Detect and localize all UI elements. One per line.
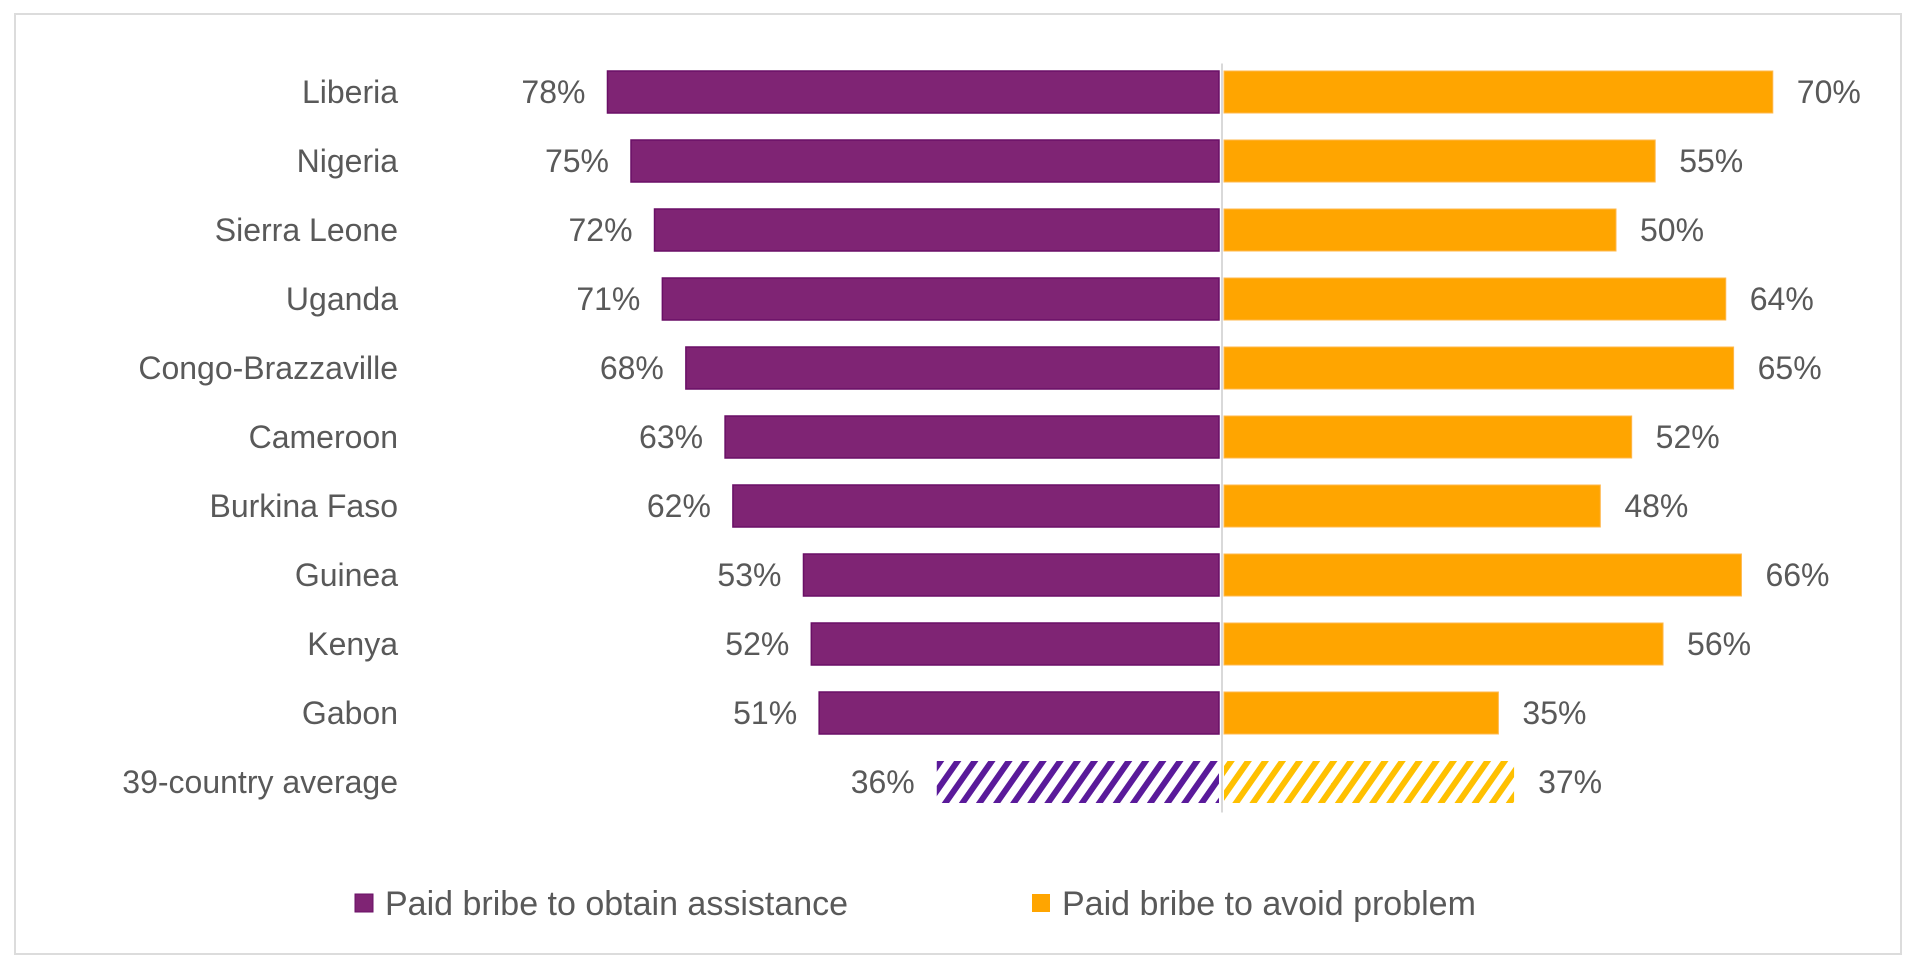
legend-swatch-avoid-problem (1032, 894, 1050, 912)
legend-swatch-obtain-assistance (354, 893, 374, 913)
bar-avoid-problem (1223, 277, 1727, 321)
bar-obtain-assistance-average (936, 761, 1219, 803)
data-label-obtain-assistance: 52% (725, 626, 789, 662)
data-label-obtain-assistance: 71% (576, 281, 640, 317)
legend-label: Paid bribe to obtain assistance (385, 885, 848, 923)
bar-obtain-assistance (653, 208, 1220, 252)
category-label: Burkina Faso (209, 488, 398, 524)
category-label: Congo-Brazzaville (138, 350, 398, 386)
bar-obtain-assistance (661, 277, 1220, 321)
data-label-avoid-problem: 70% (1797, 74, 1861, 110)
category-label: Cameroon (249, 419, 398, 455)
category-label: Uganda (286, 281, 398, 317)
data-label-avoid-problem: 66% (1765, 557, 1829, 593)
data-label-avoid-problem: 64% (1750, 281, 1814, 317)
data-label-obtain-assistance: 78% (521, 74, 585, 110)
bar-obtain-assistance (802, 553, 1220, 597)
legend-label: Paid bribe to avoid problem (1062, 885, 1476, 923)
data-label-avoid-problem: 56% (1687, 626, 1751, 662)
category-label: Gabon (302, 695, 398, 731)
bar-avoid-problem (1223, 691, 1499, 735)
legend-item: Paid bribe to avoid problem (1032, 885, 1476, 923)
category-label: Guinea (295, 557, 398, 593)
bar-obtain-assistance (732, 484, 1220, 528)
category-label: Sierra Leone (215, 212, 398, 248)
data-label-obtain-assistance: 53% (717, 557, 781, 593)
data-label-avoid-problem: 52% (1656, 419, 1720, 455)
bar-obtain-assistance (818, 691, 1220, 735)
category-label: 39-country average (122, 764, 398, 800)
data-label-avoid-problem: 48% (1624, 488, 1688, 524)
category-label: Liberia (302, 74, 398, 110)
bar-avoid-problem (1223, 553, 1742, 597)
data-label-avoid-problem: 50% (1640, 212, 1704, 248)
legend: Paid bribe to obtain assistance Paid brib… (354, 885, 1476, 923)
bar-avoid-problem (1223, 415, 1633, 459)
data-label-obtain-assistance: 63% (639, 419, 703, 455)
data-label-obtain-assistance: 75% (545, 143, 609, 179)
bar-avoid-problem (1223, 139, 1656, 183)
bar-avoid-problem (1223, 622, 1664, 666)
bar-avoid-problem (1223, 346, 1735, 390)
data-label-avoid-problem: 35% (1522, 695, 1586, 731)
category-label: Kenya (307, 626, 398, 662)
bar-obtain-assistance (630, 139, 1220, 183)
bar-obtain-assistance (685, 346, 1220, 390)
data-label-avoid-problem: 55% (1679, 143, 1743, 179)
category-label: Nigeria (297, 143, 399, 179)
bar-avoid-problem (1223, 484, 1601, 528)
bar-avoid-problem-average (1224, 761, 1515, 803)
legend-item: Paid bribe to obtain assistance (354, 885, 848, 923)
bar-avoid-problem (1223, 208, 1617, 252)
bar-obtain-assistance (724, 415, 1220, 459)
bar-avoid-problem (1223, 70, 1774, 114)
data-label-obtain-assistance: 68% (600, 350, 664, 386)
bar-obtain-assistance (810, 622, 1220, 666)
data-label-obtain-assistance: 36% (851, 764, 915, 800)
data-label-avoid-problem: 37% (1538, 764, 1602, 800)
data-label-obtain-assistance: 62% (647, 488, 711, 524)
bar-obtain-assistance (606, 70, 1220, 114)
data-label-avoid-problem: 65% (1758, 350, 1822, 386)
data-label-obtain-assistance: 72% (568, 212, 632, 248)
data-label-obtain-assistance: 51% (733, 695, 797, 731)
